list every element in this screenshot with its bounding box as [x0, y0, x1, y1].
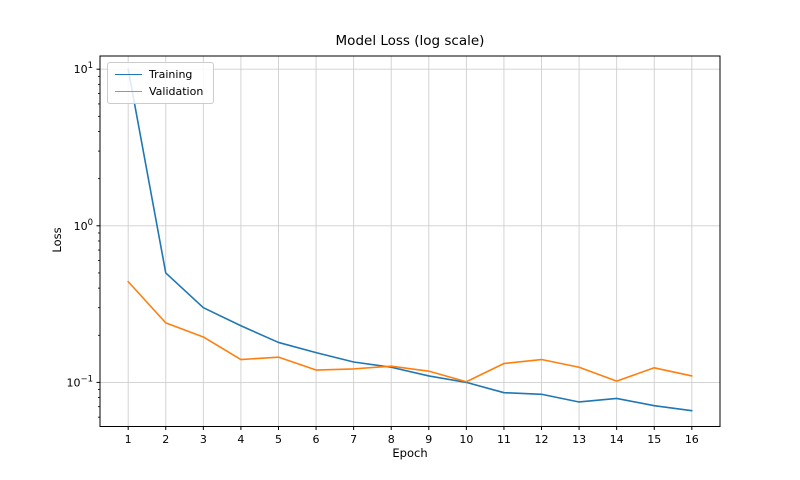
x-tick-label: 13 [572, 433, 586, 446]
x-tick-label: 5 [275, 433, 282, 446]
y-tick-label: 10−1 [66, 374, 93, 389]
x-tick-label: 11 [497, 433, 511, 446]
x-tick-label: 8 [388, 433, 395, 446]
training-line-swatch [115, 74, 142, 75]
x-tick-label: 6 [313, 433, 320, 446]
x-tick-label: 9 [425, 433, 432, 446]
x-tick-label: 7 [350, 433, 357, 446]
y-tick-label: 101 [74, 61, 93, 76]
legend: Training Validation [107, 62, 215, 104]
validation-line-swatch [115, 91, 142, 92]
validation-line [127, 280, 693, 383]
x-tick-label: 15 [647, 433, 661, 446]
x-tick-label: 14 [610, 433, 624, 446]
legend-item-training: Training [115, 68, 203, 81]
legend-label-validation: Validation [149, 85, 204, 98]
x-tick-label: 1 [125, 433, 132, 446]
x-tick-label: 3 [200, 433, 207, 446]
legend-item-validation: Validation [115, 85, 203, 98]
x-tick-label: 10 [459, 433, 473, 446]
legend-label-training: Training [149, 68, 193, 81]
x-tick-label: 2 [162, 433, 169, 446]
chart-title: Model Loss (log scale) [335, 33, 485, 49]
y-axis-label: Loss [50, 227, 64, 253]
x-tick-label: 16 [685, 433, 699, 446]
y-tick-label: 100 [74, 218, 93, 233]
x-tick-label: 4 [237, 433, 244, 446]
training-line [127, 68, 693, 412]
x-tick-label: 12 [535, 433, 549, 446]
x-axis-label: Epoch [392, 446, 428, 460]
